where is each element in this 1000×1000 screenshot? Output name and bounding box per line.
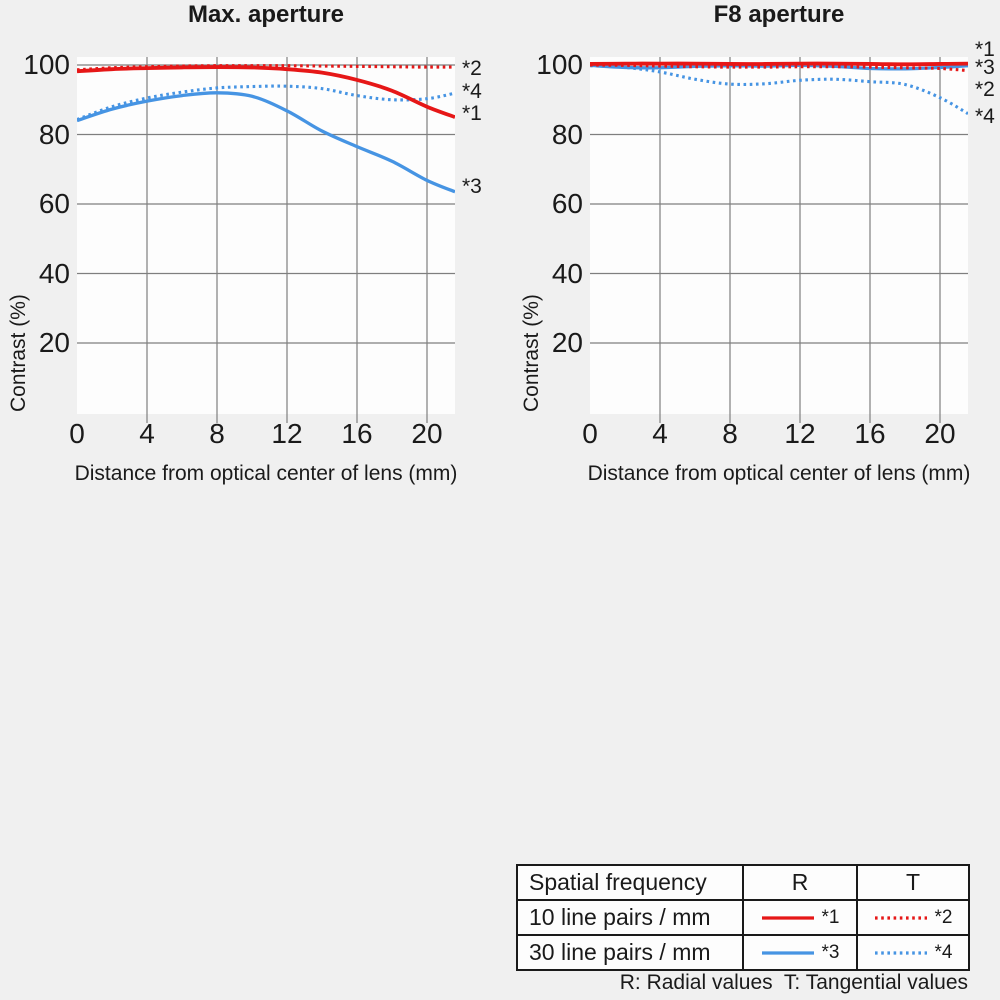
series-end-label-2: *2 bbox=[975, 78, 995, 102]
x-tick-label-8: 8 bbox=[722, 418, 738, 449]
series-line-2 bbox=[590, 63, 968, 73]
y-tick-label-20: 20 bbox=[551, 327, 583, 358]
x-axis-label-f8-aperture: Distance from optical center of lens (mm… bbox=[587, 462, 971, 485]
x-tick-label-0: 0 bbox=[582, 418, 598, 449]
series-line-3 bbox=[77, 91, 455, 194]
series-end-label-3: *3 bbox=[975, 56, 995, 80]
x-tick-label-12: 12 bbox=[271, 418, 303, 449]
legend-swatch-cell-t1: *2 bbox=[856, 899, 970, 936]
swatch-graphic bbox=[761, 950, 814, 955]
series-end-label-1: *1 bbox=[462, 102, 482, 126]
series-line-4 bbox=[77, 84, 455, 122]
legend-swatch-cell-t3: *4 bbox=[856, 934, 970, 971]
legend-table: Spatial frequency R T 10 line pairs / mm… bbox=[516, 864, 970, 971]
swatch-graphic bbox=[874, 915, 927, 920]
x-tick-label-20: 20 bbox=[924, 418, 956, 449]
swatch-label: *3 bbox=[821, 941, 840, 963]
series-lines bbox=[77, 64, 455, 194]
series-line-4 bbox=[590, 64, 968, 115]
series-end-label-1: *1 bbox=[975, 38, 995, 62]
swatch-graphic bbox=[761, 915, 814, 920]
y-tick-label-80: 80 bbox=[38, 118, 70, 150]
y-tick-label-40: 40 bbox=[551, 257, 583, 289]
chart-f8-aperture: F8 aperture Contrast (%) Distance from o… bbox=[513, 0, 1000, 520]
chart-title-f8-aperture: F8 aperture bbox=[713, 1, 845, 28]
y-tick-label-100: 100 bbox=[536, 49, 583, 80]
swatch-graphic bbox=[874, 950, 927, 955]
swatch-label: *1 bbox=[821, 906, 840, 928]
series-line-2 bbox=[77, 64, 455, 72]
legend-swatch-cell-r1: *1 bbox=[742, 899, 858, 936]
x-tick-label-16: 16 bbox=[341, 418, 373, 449]
y-tick-label-80: 80 bbox=[551, 118, 583, 150]
legend-header-radial: R bbox=[742, 864, 858, 901]
x-tick-label-16: 16 bbox=[854, 418, 886, 449]
swatch-label: *4 bbox=[934, 941, 953, 963]
plot-background bbox=[590, 57, 968, 414]
legend-caption: R: Radial values T: Tangential values bbox=[619, 971, 968, 994]
grid-lines bbox=[77, 57, 455, 423]
swatch-blue-dotted: *4 bbox=[858, 942, 968, 964]
swatch-red-solid: *1 bbox=[744, 907, 856, 929]
swatch-blue-solid: *3 bbox=[744, 942, 856, 964]
chart-max-aperture: Max. aperture Contrast (%) Distance from… bbox=[0, 0, 500, 520]
swatch-red-dotted: *2 bbox=[858, 907, 968, 929]
legend-header-spatial-frequency: Spatial frequency bbox=[516, 864, 744, 901]
swatch-label: *2 bbox=[934, 906, 953, 928]
legend-header-row: Spatial frequency R T bbox=[516, 864, 970, 901]
series-lines bbox=[590, 61, 968, 115]
x-axis-label-max-aperture: Distance from optical center of lens (mm… bbox=[74, 462, 458, 485]
y-tick-label-60: 60 bbox=[38, 188, 70, 219]
x-tick-label-20: 20 bbox=[411, 418, 443, 449]
legend-row-30lp: 30 line pairs / mm *3 *4 bbox=[516, 934, 970, 971]
y-tick-label-60: 60 bbox=[551, 188, 583, 219]
plot-background bbox=[77, 57, 455, 414]
y-tick-label-20: 20 bbox=[38, 327, 70, 358]
plot-area-f8-aperture bbox=[590, 57, 968, 423]
series-end-label-3: *3 bbox=[462, 174, 482, 198]
series-end-label-4: *4 bbox=[462, 80, 482, 104]
legend-label-10lp: 10 line pairs / mm bbox=[516, 899, 744, 936]
legend-row-10lp: 10 line pairs / mm *1 *2 bbox=[516, 899, 970, 936]
legend-label-30lp: 30 line pairs / mm bbox=[516, 934, 744, 971]
y-tick-label-100: 100 bbox=[23, 49, 70, 80]
series-line-1 bbox=[590, 61, 968, 67]
series-end-label-4: *4 bbox=[975, 105, 995, 129]
x-tick-label-4: 4 bbox=[652, 418, 668, 449]
plot-area-max-aperture bbox=[77, 57, 455, 423]
series-end-label-2: *2 bbox=[462, 57, 482, 81]
legend-swatch-cell-r3: *3 bbox=[742, 934, 858, 971]
y-tick-label-40: 40 bbox=[38, 257, 70, 289]
chart-title-max-aperture: Max. aperture bbox=[187, 1, 345, 28]
x-tick-label-4: 4 bbox=[139, 418, 155, 449]
legend-header-tangential: T bbox=[856, 864, 970, 901]
x-tick-label-0: 0 bbox=[69, 418, 85, 449]
x-tick-label-12: 12 bbox=[784, 418, 816, 449]
x-tick-label-8: 8 bbox=[209, 418, 225, 449]
series-line-1 bbox=[77, 65, 455, 119]
